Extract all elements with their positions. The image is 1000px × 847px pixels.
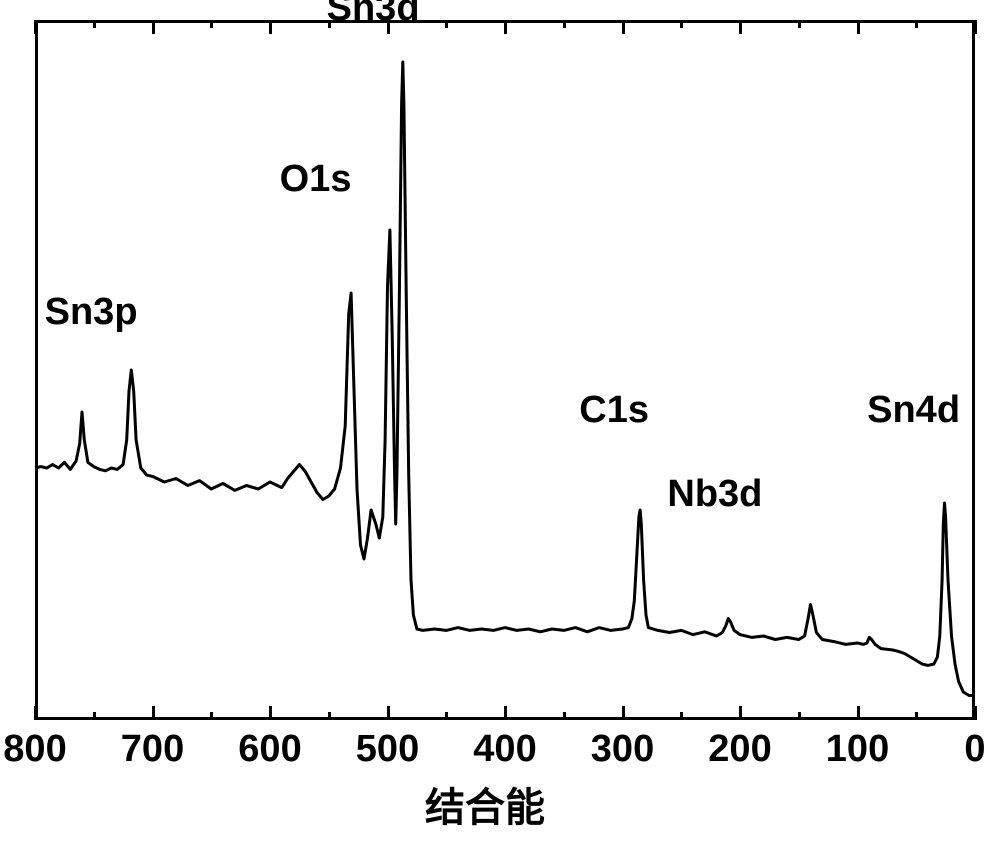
x-tick-label: 100 xyxy=(826,728,889,771)
x-minor-tick xyxy=(93,712,96,720)
spectrum-line xyxy=(0,0,1000,847)
x-tick-label: 400 xyxy=(473,728,536,771)
peak-label: Sn3p xyxy=(45,291,138,334)
peak-label: Sn3d xyxy=(327,0,420,30)
x-major-tick xyxy=(152,20,155,34)
x-major-tick xyxy=(269,706,272,720)
x-major-tick xyxy=(387,706,390,720)
x-major-tick xyxy=(504,20,507,34)
x-minor-tick xyxy=(798,712,801,720)
x-axis-title: 结合能 xyxy=(425,775,545,833)
x-tick-label: 0 xyxy=(964,728,985,771)
x-tick-label: 800 xyxy=(3,728,66,771)
x-tick-label: 700 xyxy=(121,728,184,771)
x-minor-tick xyxy=(445,20,448,28)
x-minor-tick xyxy=(563,712,566,720)
x-minor-tick xyxy=(563,20,566,28)
x-major-tick xyxy=(152,706,155,720)
x-minor-tick xyxy=(93,20,96,28)
x-major-tick xyxy=(974,706,977,720)
x-minor-tick xyxy=(210,712,213,720)
x-major-tick xyxy=(622,706,625,720)
x-minor-tick xyxy=(798,20,801,28)
peak-label: O1s xyxy=(280,158,352,201)
x-major-tick xyxy=(857,706,860,720)
x-minor-tick xyxy=(915,20,918,28)
x-major-tick xyxy=(34,706,37,720)
x-minor-tick xyxy=(445,712,448,720)
x-minor-tick xyxy=(915,712,918,720)
x-major-tick xyxy=(269,20,272,34)
x-major-tick xyxy=(974,20,977,34)
peak-label: C1s xyxy=(579,389,649,432)
peak-label: Nb3d xyxy=(667,473,762,516)
x-major-tick xyxy=(739,706,742,720)
x-major-tick xyxy=(622,20,625,34)
x-tick-label: 500 xyxy=(356,728,419,771)
x-major-tick xyxy=(857,20,860,34)
peak-label: Sn4d xyxy=(867,389,960,432)
x-tick-label: 200 xyxy=(708,728,771,771)
x-major-tick xyxy=(739,20,742,34)
x-tick-label: 600 xyxy=(238,728,301,771)
x-minor-tick xyxy=(680,20,683,28)
x-minor-tick xyxy=(328,712,331,720)
x-tick-label: 300 xyxy=(591,728,654,771)
x-major-tick xyxy=(504,706,507,720)
x-minor-tick xyxy=(680,712,683,720)
x-minor-tick xyxy=(210,20,213,28)
x-major-tick xyxy=(34,20,37,34)
